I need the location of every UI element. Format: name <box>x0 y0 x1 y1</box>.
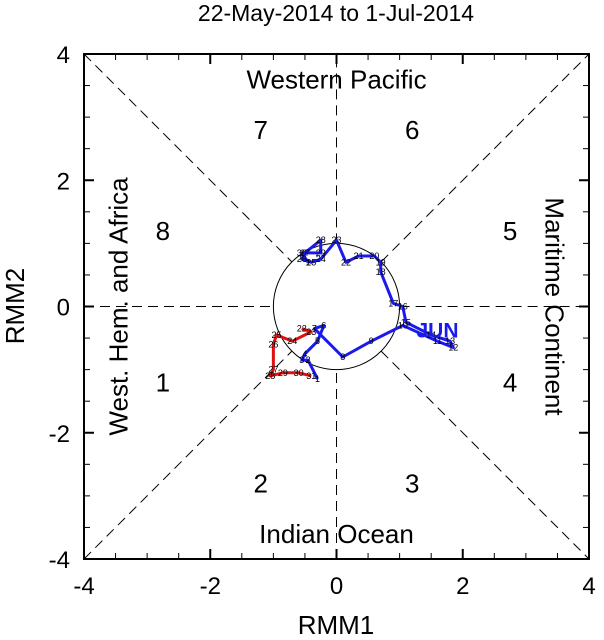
day-label: 4 <box>302 349 307 359</box>
day-label: 31 <box>306 371 316 381</box>
day-label: 23 <box>306 327 316 337</box>
day-label: 30 <box>297 248 307 258</box>
day-label: 9 <box>369 336 374 346</box>
day-label: 25 <box>272 330 282 340</box>
day-label: 22 <box>341 257 351 267</box>
day-label: 7 <box>312 324 317 334</box>
phase-divider-line <box>380 53 590 263</box>
phase-label: 6 <box>405 115 419 145</box>
day-label: 10 <box>398 320 408 330</box>
x-tick-label: 0 <box>330 573 343 600</box>
day-label: 2 <box>306 355 311 365</box>
day-label: 29 <box>316 248 326 258</box>
day-label: 14 <box>426 330 436 340</box>
phase-label: 3 <box>405 468 419 498</box>
day-label: 22 <box>297 324 307 334</box>
x-tick-label: -2 <box>200 573 221 600</box>
x-axis-label: RMM1 <box>298 610 375 640</box>
day-label: 20 <box>369 251 379 261</box>
series-line-jun <box>300 238 455 380</box>
day-label: 27 <box>300 248 310 258</box>
phase-label: 1 <box>156 367 170 397</box>
day-label: 18 <box>376 267 386 277</box>
series-group <box>268 238 455 380</box>
y-tick-label: -4 <box>49 547 70 574</box>
region-label: Maritime Continent <box>539 197 569 416</box>
y-axis-label: RMM2 <box>0 268 30 345</box>
day-label: 24 <box>287 336 297 346</box>
day-label: 29 <box>278 368 288 378</box>
day-label: 26 <box>297 254 307 264</box>
region-label: Indian Ocean <box>259 519 414 549</box>
y-tick-label: 0 <box>57 295 70 322</box>
y-tick-label: 4 <box>57 42 70 69</box>
day-label: 28 <box>316 235 326 245</box>
day-label: 27 <box>268 365 278 375</box>
x-tick-label: 4 <box>582 573 595 600</box>
month-label: JUN <box>416 319 458 342</box>
day-label: 28 <box>265 371 275 381</box>
month-labels: JUN <box>416 319 458 342</box>
day-label: 11 <box>433 336 442 346</box>
day-label: 24 <box>316 254 326 264</box>
phase-divider-line <box>380 350 590 560</box>
day-label: 23 <box>331 235 341 245</box>
y-tick-label: -2 <box>49 421 70 448</box>
y-tick-label: 2 <box>57 168 70 195</box>
day-label: 16 <box>398 302 408 312</box>
phase-divider-line <box>83 53 293 263</box>
day-label: 21 <box>354 251 364 261</box>
x-tick-label: 2 <box>456 573 469 600</box>
day-label: 1 <box>306 257 311 267</box>
day-label: 5 <box>315 336 320 346</box>
region-label: Western Pacific <box>246 64 426 94</box>
day-label: 8 <box>340 352 345 362</box>
day-label: 19 <box>376 257 386 267</box>
day-label: 6 <box>321 320 326 330</box>
series-line-may <box>268 327 313 378</box>
x-tick-label: -4 <box>73 573 94 600</box>
phase-divider-lines <box>83 53 590 560</box>
region-labels: Western Pacific Indian Ocean West. Hem. an… <box>104 64 570 549</box>
phase-label: 8 <box>156 216 170 246</box>
phase-label: 2 <box>254 468 268 498</box>
day-label: 26 <box>268 339 278 349</box>
day-label: 13 <box>445 336 455 346</box>
phase-divider-line <box>83 350 293 560</box>
region-label: West. Hem. and Africa <box>104 177 134 436</box>
chart-title: 22-May-2014 to 1-Jul-2014 <box>198 0 474 26</box>
day-label: 30 <box>294 368 304 378</box>
phase-label: 7 <box>254 115 268 145</box>
day-label: 17 <box>388 298 398 308</box>
day-label: 1 <box>315 374 320 384</box>
phase-label: 4 <box>503 367 517 397</box>
phase-label: 5 <box>503 216 517 246</box>
axis-ticks <box>83 53 590 560</box>
day-label: 12 <box>448 343 458 353</box>
day-label: 3 <box>299 355 304 365</box>
day-label: 15 <box>401 317 411 327</box>
day-label: 25 <box>306 257 316 267</box>
